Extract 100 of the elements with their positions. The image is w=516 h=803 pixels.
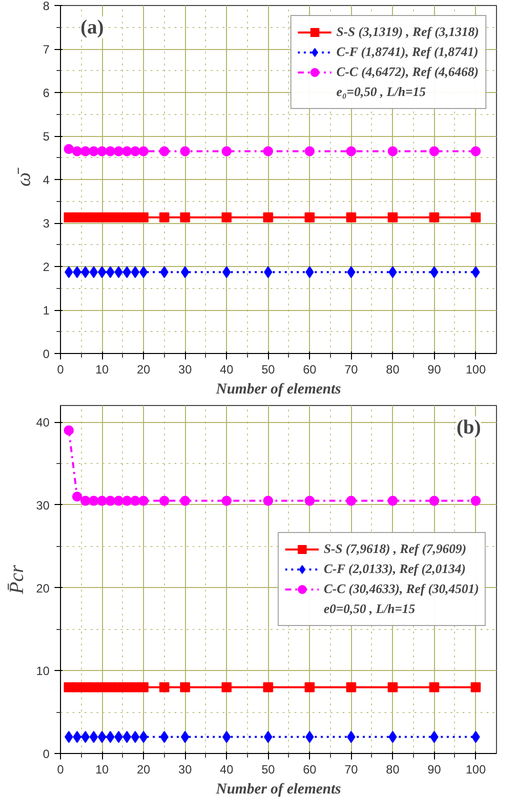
legend-label: C-F (1,8741), Ref (1,8741) — [336, 44, 478, 60]
point — [122, 266, 132, 278]
legend-label: C-C (4,6472), Ref (4,6468) — [336, 64, 479, 80]
point — [97, 496, 108, 506]
x-tick-label: 20 — [136, 762, 151, 776]
point — [304, 682, 315, 692]
point — [122, 496, 132, 506]
point — [304, 496, 315, 506]
point — [98, 266, 106, 278]
point — [180, 730, 190, 743]
y-tick-label: 8 — [42, 0, 50, 13]
x-tick-label: 20 — [136, 362, 151, 376]
point — [88, 146, 99, 156]
point — [180, 146, 190, 156]
legend-label: S-S (3,1319) , Ref (3,1318) — [336, 24, 479, 40]
point — [81, 266, 90, 278]
point — [263, 212, 274, 222]
point — [470, 146, 481, 156]
y-tick-label: 6 — [42, 86, 50, 100]
point — [429, 682, 440, 692]
x-tick-label: 60 — [302, 762, 317, 776]
point — [305, 730, 314, 743]
point — [88, 496, 99, 506]
x-tick-label: 90 — [428, 762, 442, 776]
point — [222, 146, 232, 156]
y-tick-label: 2 — [42, 260, 50, 274]
point — [470, 496, 481, 506]
x-tick-label: 90 — [428, 362, 442, 376]
point — [346, 496, 356, 506]
y-axis-title: P̄cr — [6, 564, 28, 595]
point — [180, 266, 190, 278]
point — [159, 146, 170, 156]
point — [429, 146, 440, 156]
point — [388, 496, 398, 506]
point — [159, 682, 170, 692]
legend-label: C-F (2,0133), Ref (2,0134) — [324, 561, 466, 577]
point — [222, 496, 232, 506]
point — [264, 266, 272, 278]
point — [139, 266, 148, 278]
point — [264, 730, 272, 743]
y-tick-label: 1 — [42, 304, 50, 318]
point — [304, 146, 315, 156]
x-tick-label: 100 — [466, 362, 486, 376]
point — [388, 682, 398, 692]
point — [304, 212, 315, 222]
point — [97, 146, 108, 156]
point — [180, 496, 190, 506]
x-tick-label: 50 — [261, 362, 276, 376]
point — [159, 212, 170, 222]
x-tick-label: 40 — [220, 362, 234, 376]
point — [72, 266, 82, 278]
y-tick-label: 0 — [42, 747, 50, 761]
x-tick-label: 70 — [344, 762, 358, 776]
point — [114, 730, 123, 743]
point — [138, 146, 149, 156]
point — [346, 682, 356, 692]
point — [72, 730, 82, 743]
x-tick-label: 70 — [344, 362, 358, 376]
y-tick-label: 0 — [42, 347, 50, 361]
point — [114, 496, 124, 506]
annotation: e₀=0,50 , L/h=15 — [336, 84, 426, 100]
point — [346, 146, 356, 156]
y-axis-title: ω̄ — [12, 167, 35, 187]
point — [114, 146, 124, 156]
point — [122, 146, 132, 156]
y-tick-label: 5 — [42, 130, 50, 144]
x-tick-label: 30 — [178, 762, 192, 776]
point — [346, 212, 356, 222]
point — [388, 146, 398, 156]
annotation: (b) — [456, 416, 481, 438]
point — [105, 496, 116, 506]
point — [81, 730, 90, 743]
point — [180, 682, 190, 692]
x-axis-title: Number of elements — [215, 782, 342, 798]
point — [80, 496, 90, 506]
legend-label: S-S (7,9618) , Ref (7,9609) — [324, 541, 466, 557]
point — [72, 492, 82, 502]
point — [388, 212, 398, 222]
y-tick-label: 7 — [42, 42, 50, 56]
point — [138, 212, 149, 222]
y-tick-label: 3 — [42, 216, 50, 230]
point — [222, 682, 232, 692]
annotation: (a) — [80, 16, 104, 38]
legend-label: C-C (30,4633), Ref (30,4501) — [324, 581, 479, 597]
point — [64, 144, 74, 154]
x-tick-label: 0 — [57, 762, 64, 776]
point — [429, 496, 440, 506]
point — [222, 730, 231, 743]
x-axis-title: Number of elements — [215, 382, 342, 398]
y-tick-label: 20 — [36, 581, 50, 596]
point — [139, 730, 148, 743]
x-tick-label: 50 — [261, 762, 276, 776]
point — [114, 266, 123, 278]
x-tick-label: 0 — [57, 362, 64, 376]
x-tick-label: 40 — [220, 762, 234, 776]
point — [429, 212, 440, 222]
point — [263, 682, 274, 692]
point — [130, 146, 140, 156]
point — [222, 266, 231, 278]
point — [130, 496, 140, 506]
